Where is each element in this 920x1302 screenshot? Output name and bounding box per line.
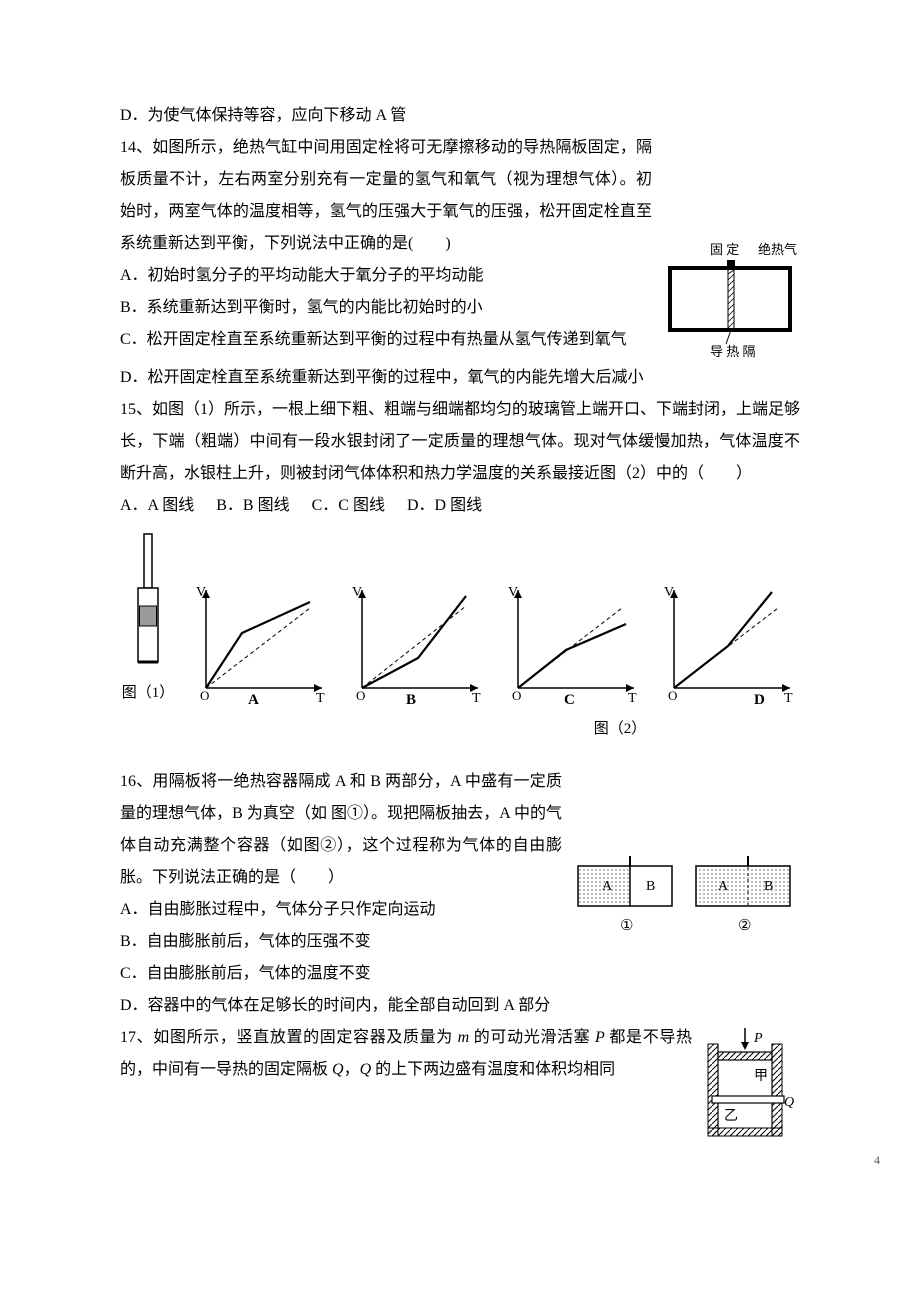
q17-figure: P Q 甲 乙 [700,1022,800,1142]
svg-text:O: O [668,688,677,703]
q15-fig1-label: 图（1） [120,678,176,708]
svg-text:Q: Q [784,1095,794,1110]
q17-var-m: m [458,1029,470,1046]
svg-text:T: T [316,691,325,706]
svg-text:O: O [356,688,365,703]
q15-panel-b: V T O B [338,578,488,708]
svg-text:V: V [352,585,362,600]
q15-panel-c: V T O C [494,578,644,708]
q15-panel-a: V T O A [182,578,332,708]
q17-stem-seg5: 的上下两边盛有温度和体积均相同 [371,1061,615,1078]
q15-options-row: A．A 图线 B．B 图线 C．C 图线 D．D 图线 [120,490,800,522]
svg-text:T: T [472,691,481,706]
q14-option-d: D．松开固定栓直至系统重新达到平衡的过程中，氧气的内能先增大后减小 [120,362,800,394]
svg-text:B: B [646,879,655,894]
svg-text:A: A [248,692,259,708]
q15-option-a: A．A 图线 [120,490,194,522]
q16-option-c: C．自由膨胀前后，气体的温度不变 [120,958,800,990]
q15-option-c: C．C 图线 [312,490,385,522]
svg-text:C: C [564,692,575,708]
svg-text:V: V [508,585,518,600]
svg-text:B: B [406,692,416,708]
q15-fig2-label: 图（2） [440,714,800,744]
svg-text:乙: 乙 [724,1108,738,1124]
q14-block: 固 定 绝热气 导 热 隔 14、如图所示，绝热气缸中间用固定栓将可无摩擦移动的… [120,132,800,394]
q15-figures: 图（1） V T O A V T O [120,528,800,708]
q17-stem-seg4: ， [344,1061,360,1078]
q15-option-b: B．B 图线 [216,490,289,522]
svg-text:②: ② [738,918,751,934]
q14-figure: 固 定 绝热气 导 热 隔 [660,242,800,362]
svg-text:P: P [753,1031,763,1046]
q17-stem: 17、如图所示，竖直放置的固定容器及质量为 m 的可动光滑活塞 P 都是不导热的… [120,1022,800,1086]
svg-text:T: T [628,691,637,706]
svg-text:甲: 甲 [754,1069,768,1084]
svg-text:A: A [602,879,613,894]
q17-var-q: Q [332,1061,344,1078]
svg-text:V: V [664,585,674,600]
q16-block: A B ① A B ② 16、用隔板将一绝热容器隔成 A 和 B 两部分，A 中… [120,766,800,1022]
page-number: 4 [874,1148,880,1172]
q14-stem: 14、如图所示，绝热气缸中间用固定栓将可无摩擦移动的导热隔板固定，隔板质量不计，… [120,132,800,260]
q15-stem: 15、如图（1）所示，一根上细下粗、粗端与细端都均匀的玻璃管上端开口、下端封闭，… [120,394,800,490]
q16-option-d: D．容器中的气体在足够长的时间内，能全部自动回到 A 部分 [120,990,800,1022]
q17-block: P Q 甲 乙 17、如图所示，竖直放置的固定容器及质量为 m 的可动光滑活塞 … [120,1022,800,1142]
q14-fig-label-fix: 固 定 [710,242,739,257]
q15-option-d: D．D 图线 [407,490,482,522]
q13-option-d: D．为使气体保持等容，应向下移动 A 管 [120,100,800,132]
svg-text:O: O [200,688,209,703]
q17-stem-seg1: 17、如图所示，竖直放置的固定容器及质量为 [120,1029,458,1046]
q17-var-q2: Q [360,1061,372,1078]
q15-fig1: 图（1） [120,528,176,708]
svg-text:O: O [512,688,521,703]
q14-fig-label-cyl: 绝热气 [758,242,797,257]
q17-stem-seg2: 的可动光滑活塞 [469,1029,595,1046]
q15-panel-d: V T O D [650,578,800,708]
svg-text:A: A [718,879,729,894]
svg-text:V: V [196,585,206,600]
q14-fig-label-part: 导 热 隔 [710,344,756,359]
svg-text:T: T [784,691,793,706]
svg-text:①: ① [620,918,633,934]
q17-var-p: P [595,1029,605,1046]
svg-text:D: D [754,692,765,708]
svg-text:B: B [764,879,773,894]
q16-figure: A B ① A B ② [570,852,800,942]
